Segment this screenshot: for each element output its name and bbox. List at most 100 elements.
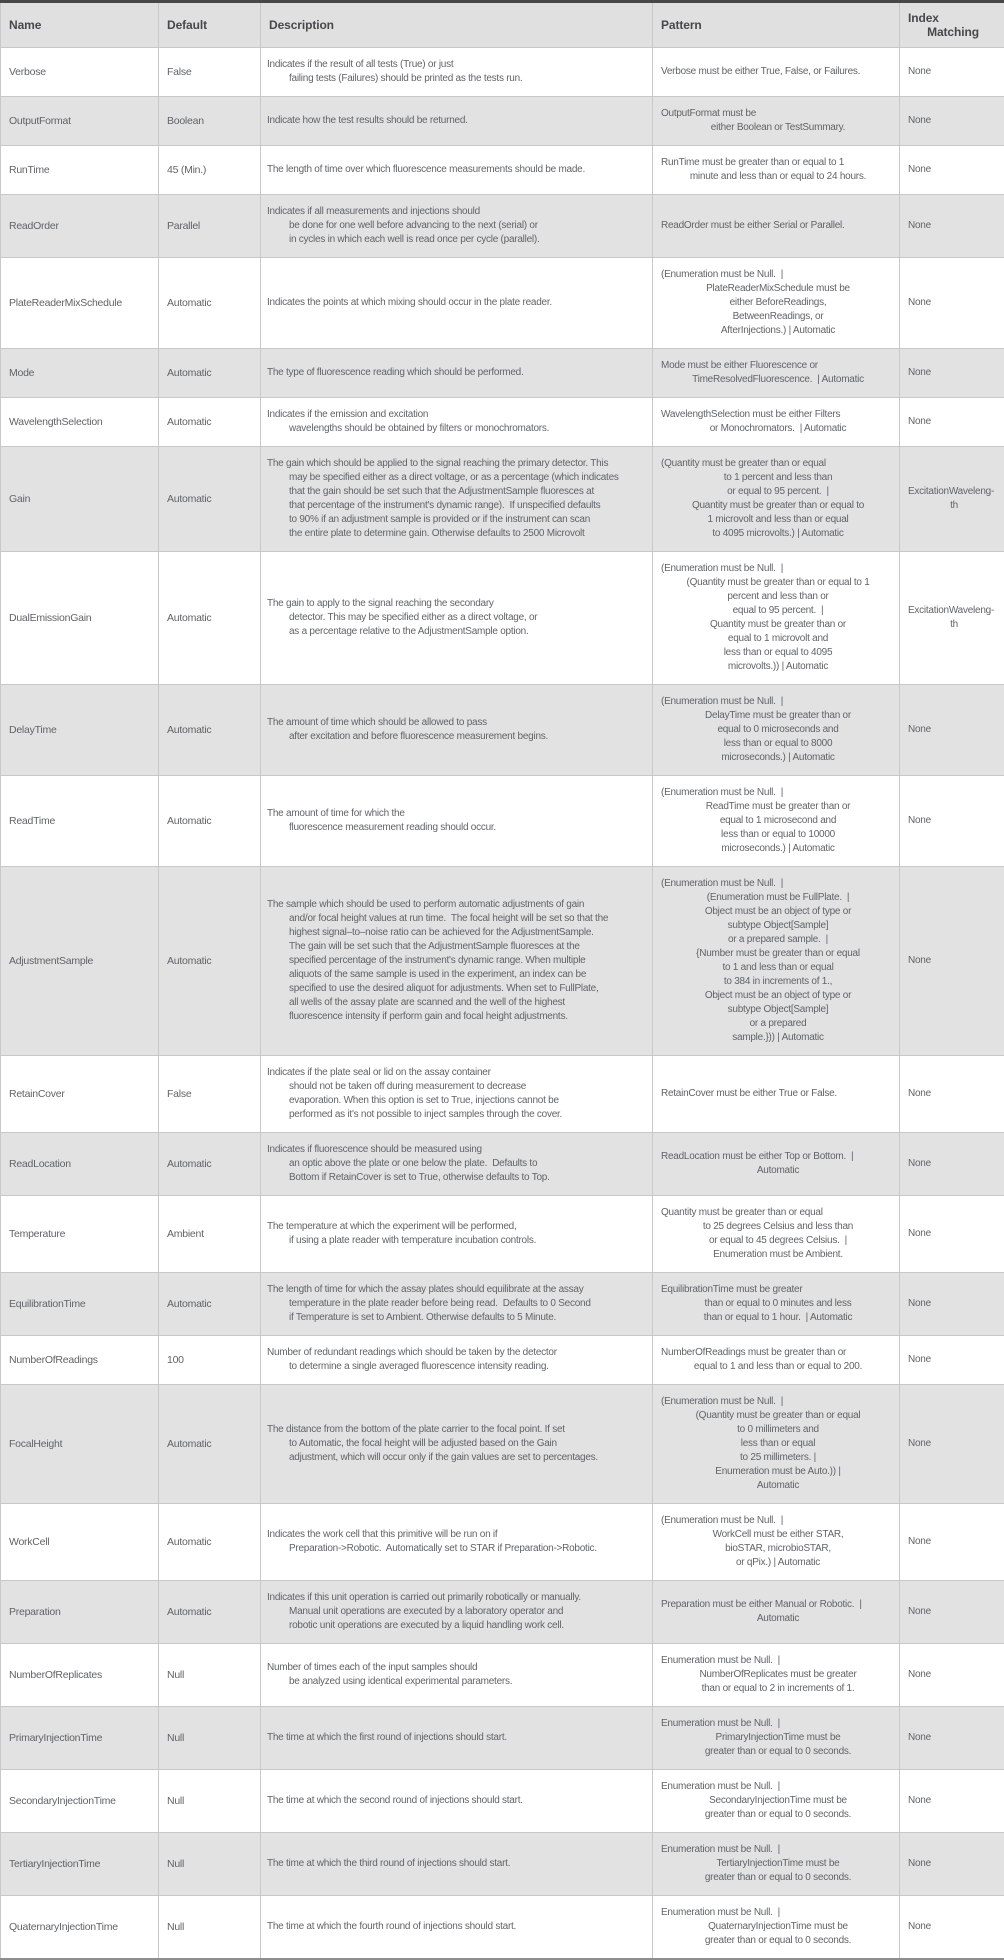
cell-text-line: greater than or equal to 0 seconds. [661,1871,895,1885]
cell-text-line: The sample which should be used to perfo… [267,898,650,912]
cell-text-line: WorkCell must be either STAR, [661,1528,895,1542]
cell-text-line: (Enumeration must be Null. | [661,695,895,709]
cell-pattern: (Enumeration must be Null. |(Quantity mu… [653,1385,900,1504]
cell-index-matching: None [900,195,1004,258]
cell-text-line: sample.})) | Automatic [661,1031,895,1045]
cell-text-line: RunTime [9,163,154,177]
cell-text-line: Automatic [167,1297,256,1311]
cell-text-line: Null [167,1857,256,1871]
cell-text-line: None [908,814,1000,828]
cell-index-matching: None [900,1770,1004,1833]
cell-text-line: NumberOfReplicates [9,1668,154,1682]
cell-text-line: None [908,954,1000,968]
cell-text-line: Indicates if fluorescence should be meas… [267,1143,650,1157]
cell-text-line: (Enumeration must be Null. | [661,268,895,282]
cell-text-line: Indicates if all measurements and inject… [267,205,650,219]
cell-text-line: PrimaryInjectionTime must be [661,1731,895,1745]
cell-text-line: and/or focal height values at run time. … [289,912,650,926]
cell-default-value: 100 [159,1336,261,1385]
cell-text-line: highest signal–to–noise ratio can be ach… [289,926,650,940]
cell-option-name: ReadOrder [1,195,159,258]
header-pattern: Pattern [653,2,900,48]
cell-text-line: None [908,723,1000,737]
cell-pattern: (Enumeration must be Null. |(Enumeration… [653,867,900,1056]
cell-text-line: Indicates if this unit operation is carr… [267,1591,650,1605]
cell-text-line: or Monochromators. | Automatic [661,422,895,436]
cell-description: Indicates if this unit operation is carr… [261,1581,653,1644]
cell-pattern: (Enumeration must be Null. |ReadTime mus… [653,776,900,867]
cell-pattern: Verbose must be either True, False, or F… [653,48,900,97]
cell-text-line: Manual unit operations are executed by a… [289,1605,650,1619]
cell-text-line: robotic unit operations are executed by … [289,1619,650,1633]
cell-text-line: Automatic [167,1157,256,1171]
cell-text-line: The time at which the fourth round of in… [267,1920,650,1934]
cell-text-line: to 1 and less than or equal [661,961,895,975]
cell-index-matching: None [900,146,1004,195]
cell-text-line: less than or equal to 8000 [661,737,895,751]
cell-text-line: ReadOrder [9,219,154,233]
cell-text-line: None [908,163,1000,177]
cell-default-value: Automatic [159,552,261,685]
cell-text-line: Bottom if RetainCover is set to True, ot… [289,1171,650,1185]
cell-text-line: to 0 millimeters and [661,1423,895,1437]
cell-option-name: DelayTime [1,685,159,776]
cell-text-line: Indicates the work cell that this primit… [267,1528,650,1542]
cell-text-line: greater than or equal to 0 seconds. [661,1934,895,1948]
cell-option-name: PrimaryInjectionTime [1,1707,159,1770]
cell-text-line: or equal to 95 percent. | [661,485,895,499]
cell-text-line: evaporation. When this option is set to … [289,1094,650,1108]
cell-option-name: Gain [1,447,159,552]
cell-text-line: None [908,65,1000,79]
cell-text-line: Boolean [167,114,256,128]
cell-index-matching: None [900,1385,1004,1504]
cell-description: Number of redundant readings which shoul… [261,1336,653,1385]
cell-text-line: The type of fluorescence reading which s… [267,366,650,380]
cell-text-line: ReadTime must be greater than or [661,800,895,814]
cell-text-line: (Quantity must be greater than or equal [661,1409,895,1423]
cell-text-line: None [908,1605,1000,1619]
cell-text-line: Automatic [167,611,256,625]
cell-default-value: Automatic [159,1133,261,1196]
cell-text-line: NumberOfReadings [9,1353,154,1367]
cell-default-value: Parallel [159,195,261,258]
cell-text-line: (Quantity must be greater than or equal [661,457,895,471]
cell-default-value: Automatic [159,447,261,552]
cell-text-line: EquilibrationTime must be greater [661,1283,895,1297]
cell-pattern: Enumeration must be Null. |PrimaryInject… [653,1707,900,1770]
cell-text-line: the entire plate to determine gain. Othe… [289,527,650,541]
cell-text-line: None [908,1227,1000,1241]
cell-text-line: Enumeration must be Null. | [661,1780,895,1794]
cell-text-line: specified percentage of the instrument's… [289,954,650,968]
cell-text-line: ExcitationWaveleng- [908,485,1000,499]
cell-option-name: PlateReaderMixSchedule [1,258,159,349]
cell-text-line: specified to use the desired aliquot for… [289,982,650,996]
cell-text-line: PlateReaderMixSchedule [9,296,154,310]
cell-option-name: Verbose [1,48,159,97]
cell-text-line: False [167,1087,256,1101]
cell-text-line: SecondaryInjectionTime [9,1794,154,1808]
cell-text-line: percent and less than or [661,590,895,604]
cell-description: Indicates the work cell that this primit… [261,1504,653,1581]
cell-text-line: WorkCell [9,1535,154,1549]
cell-text-line: None [908,1535,1000,1549]
cell-text-line: BetweenReadings, or [661,310,895,324]
cell-description: Indicates if the emission and excitation… [261,398,653,447]
cell-description: Indicates if fluorescence should be meas… [261,1133,653,1196]
cell-text-line: Indicates if the result of all tests (Tr… [267,58,650,72]
cell-default-value: Automatic [159,258,261,349]
cell-option-name: NumberOfReplicates [1,1644,159,1707]
cell-text-line: None [908,1087,1000,1101]
cell-text-line: Null [167,1794,256,1808]
cell-option-name: Mode [1,349,159,398]
options-table-body: Verbose False Indicates if the result of a… [1,48,1004,1960]
cell-text-line: AdjustmentSample [9,954,154,968]
cell-option-name: ReadTime [1,776,159,867]
